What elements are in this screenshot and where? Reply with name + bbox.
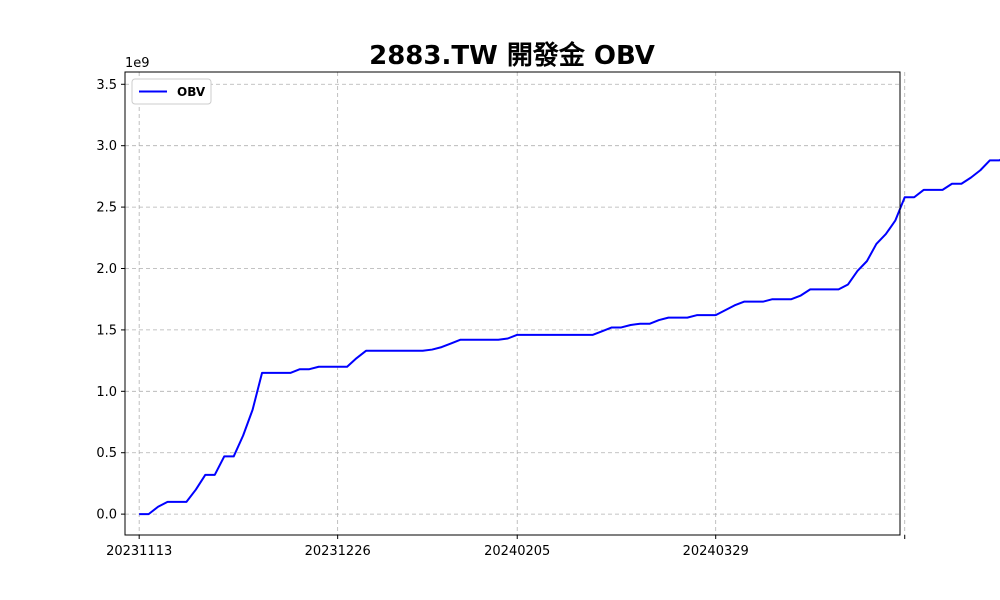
- y-tick-label: 0.0: [96, 508, 117, 523]
- y-tick-label: 2.5: [96, 201, 117, 216]
- x-tick-label: 20240329: [683, 544, 749, 559]
- legend-box: [131, 78, 212, 105]
- x-tick-label: 20240205: [484, 544, 550, 559]
- y-tick-label: 1.5: [96, 323, 117, 338]
- y-tick-label: 3.5: [96, 78, 117, 93]
- series-layer: [139, 158, 1000, 516]
- legend-label-obv: OBV: [177, 85, 206, 99]
- y-tick-label: 2.0: [96, 262, 117, 277]
- x-tick-label: 20231226: [305, 544, 371, 559]
- plot-frame: [124, 71, 901, 536]
- obv-series-line: [139, 158, 1000, 516]
- legend: OBV: [131, 78, 212, 105]
- y-tick-label: 0.5: [96, 446, 117, 461]
- y-tick-label: 1.0: [96, 385, 117, 400]
- chart-title: 2883.TW 開發金 OBV: [369, 40, 655, 71]
- y-tick-label: 3.0: [96, 139, 117, 154]
- grid-layer: [125, 72, 906, 535]
- x-tick-label: 20231113: [106, 544, 172, 559]
- tick-layer: 0.0 0.5 1.0 1.5 2.0 2.5 3.0 3.5 20231113 20231226…: [96, 78, 906, 559]
- y-scale-label: 1e9: [125, 56, 150, 71]
